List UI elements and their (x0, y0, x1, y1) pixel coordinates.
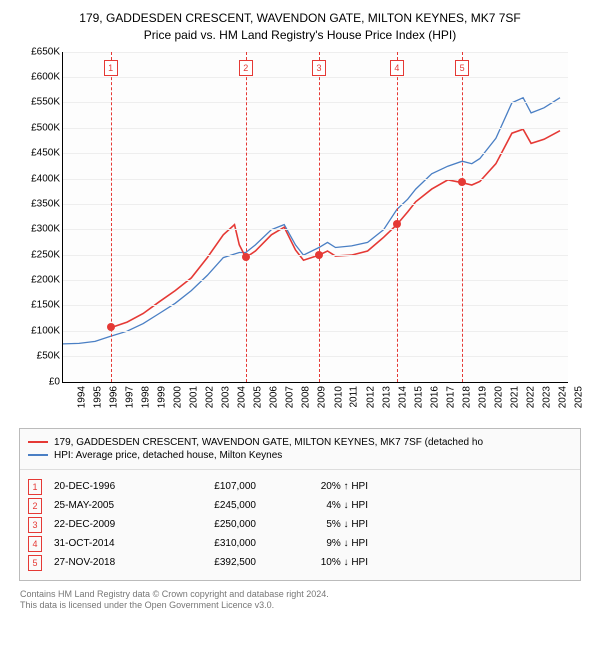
gridline (63, 356, 568, 357)
sale-marker-box: 2 (239, 60, 253, 76)
plot-area: 1 2 3 4 5 (62, 52, 568, 383)
legend-row-property: 179, GADDESDEN CRESCENT, WAVENDON GATE, … (28, 437, 572, 448)
sale-dot (242, 253, 250, 261)
footer-line-1: Contains HM Land Registry data © Crown c… (20, 589, 580, 601)
y-tick-label: £550K (31, 97, 60, 108)
y-tick-label: £50K (37, 351, 60, 362)
y-tick-label: £100K (31, 325, 60, 336)
gridline (63, 102, 568, 103)
sale-row-diff: 20% ↑ HPI (268, 481, 368, 492)
sale-vline (111, 52, 112, 382)
legend-swatch-hpi (28, 454, 48, 456)
chart-lines (63, 52, 568, 382)
sale-dot (107, 323, 115, 331)
sale-row-price: £250,000 (176, 519, 256, 530)
gridline (63, 204, 568, 205)
sale-row-diff: 5% ↓ HPI (268, 519, 368, 530)
price-chart: £0 £50K £100K £150K £200K £250K £300K £350K £400… (20, 52, 580, 422)
series-hpi (63, 97, 560, 343)
sale-vline (397, 52, 398, 382)
sale-row-num: 2 (28, 498, 42, 514)
y-tick-label: £300K (31, 224, 60, 235)
x-tick-label: 2025 (573, 386, 600, 408)
sale-dot (458, 178, 466, 186)
footer-line-2: This data is licensed under the Open Gov… (20, 600, 580, 612)
y-tick-label: £200K (31, 275, 60, 286)
sale-row-diff: 10% ↓ HPI (268, 557, 368, 568)
legend-label-property: 179, GADDESDEN CRESCENT, WAVENDON GATE, … (54, 437, 483, 448)
title-line-2: Price paid vs. HM Land Registry's House … (10, 27, 590, 44)
sale-dot (315, 251, 323, 259)
footer-text: Contains HM Land Registry data © Crown c… (20, 589, 580, 612)
legend-series: 179, GADDESDEN CRESCENT, WAVENDON GATE, … (20, 429, 580, 470)
sale-row-date: 31-OCT-2014 (54, 538, 164, 549)
sale-marker-box: 3 (312, 60, 326, 76)
y-tick-label: £450K (31, 148, 60, 159)
gridline (63, 52, 568, 53)
sale-row: 4 31-OCT-2014 £310,000 9% ↓ HPI (28, 536, 572, 552)
series-property (111, 129, 560, 328)
sale-marker-box: 1 (104, 60, 118, 76)
chart-title: 179, GADDESDEN CRESCENT, WAVENDON GATE, … (10, 10, 590, 44)
y-axis: £0£50K£100K£150K£200K£250K£300K£350K£400… (20, 52, 62, 382)
gridline (63, 305, 568, 306)
sale-row: 5 27-NOV-2018 £392,500 10% ↓ HPI (28, 555, 572, 571)
sale-row-price: £107,000 (176, 481, 256, 492)
sale-dot (393, 220, 401, 228)
sale-row-diff: 4% ↓ HPI (268, 500, 368, 511)
legend-label-hpi: HPI: Average price, detached house, Milt… (54, 450, 282, 461)
y-tick-label: £600K (31, 71, 60, 82)
gridline (63, 153, 568, 154)
y-tick-label: £250K (31, 249, 60, 260)
sale-row-num: 3 (28, 517, 42, 533)
legend-row-hpi: HPI: Average price, detached house, Milt… (28, 450, 572, 461)
sale-row-price: £310,000 (176, 538, 256, 549)
y-tick-label: £0 (49, 376, 60, 387)
y-tick-label: £650K (31, 46, 60, 57)
sale-row-date: 27-NOV-2018 (54, 557, 164, 568)
sale-row-num: 4 (28, 536, 42, 552)
sale-row-num: 1 (28, 479, 42, 495)
sale-row: 1 20-DEC-1996 £107,000 20% ↑ HPI (28, 479, 572, 495)
sale-vline (462, 52, 463, 382)
x-axis: 1994199519961997199819992000200120022003… (62, 382, 567, 422)
gridline (63, 280, 568, 281)
y-tick-label: £350K (31, 198, 60, 209)
sale-row-price: £245,000 (176, 500, 256, 511)
sale-row-date: 20-DEC-1996 (54, 481, 164, 492)
sale-row-price: £392,500 (176, 557, 256, 568)
y-tick-label: £150K (31, 300, 60, 311)
sale-row-date: 22-DEC-2009 (54, 519, 164, 530)
sale-vline (246, 52, 247, 382)
gridline (63, 229, 568, 230)
legend-box: 179, GADDESDEN CRESCENT, WAVENDON GATE, … (19, 428, 581, 581)
sale-row: 3 22-DEC-2009 £250,000 5% ↓ HPI (28, 517, 572, 533)
sale-marker-box: 5 (455, 60, 469, 76)
y-tick-label: £400K (31, 173, 60, 184)
sale-row-diff: 9% ↓ HPI (268, 538, 368, 549)
sale-row-date: 25-MAY-2005 (54, 500, 164, 511)
sale-row: 2 25-MAY-2005 £245,000 4% ↓ HPI (28, 498, 572, 514)
sale-row-num: 5 (28, 555, 42, 571)
sales-table: 1 20-DEC-1996 £107,000 20% ↑ HPI 2 25-MAY-200… (20, 470, 580, 580)
sale-marker-box: 4 (390, 60, 404, 76)
sale-vline (319, 52, 320, 382)
gridline (63, 77, 568, 78)
legend-swatch-property (28, 441, 48, 443)
title-line-1: 179, GADDESDEN CRESCENT, WAVENDON GATE, … (10, 10, 590, 27)
gridline (63, 331, 568, 332)
gridline (63, 128, 568, 129)
y-tick-label: £500K (31, 122, 60, 133)
gridline (63, 179, 568, 180)
